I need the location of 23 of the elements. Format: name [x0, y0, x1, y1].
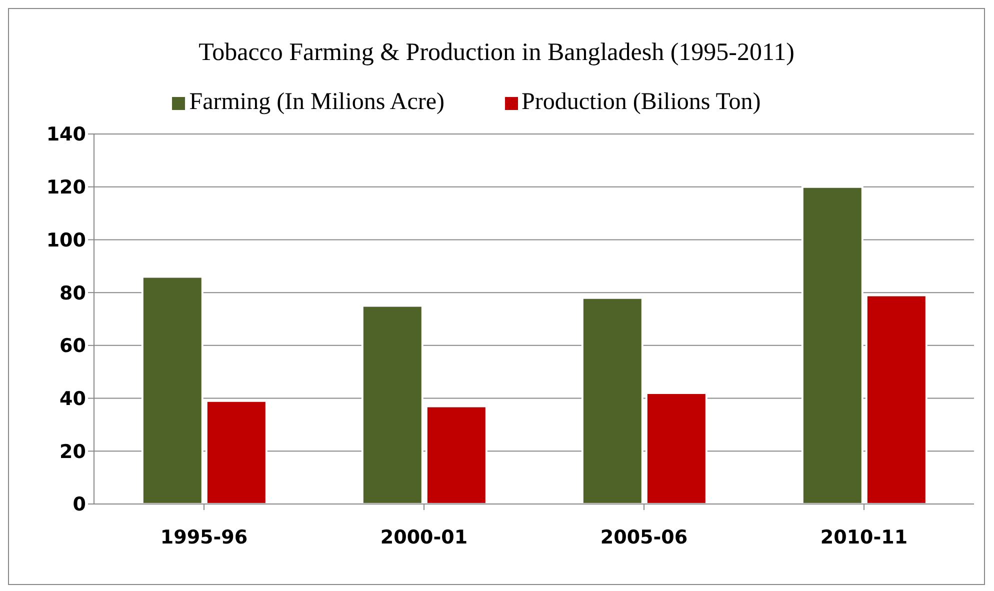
x-tick-label: 1995-96 [160, 526, 248, 548]
bar [205, 400, 268, 504]
y-tick-label: 20 [60, 440, 86, 463]
chart-title: Tobacco Farming & Production in Bangladesh (1995-2011) [198, 38, 796, 68]
x-tick-label: 2010-11 [820, 526, 908, 548]
x-tick-label: 2005-06 [600, 526, 688, 548]
y-tick-label: 40 [60, 388, 86, 410]
bar [361, 304, 424, 504]
x-tick-label: 2000-01 [380, 526, 468, 548]
y-tick-label: 80 [60, 282, 86, 304]
bar [141, 276, 204, 504]
y-tick-label: 120 [46, 176, 86, 199]
bar [645, 392, 708, 504]
y-tick-label: 0 [72, 494, 86, 516]
bar [801, 186, 864, 504]
y-tick-label: 60 [60, 335, 86, 358]
y-tick-label: 140 [46, 124, 86, 146]
bar [865, 294, 928, 504]
bar [581, 296, 644, 504]
legend-label: Production (Bilions Ton) [522, 89, 761, 115]
y-tick-label: 100 [46, 229, 86, 252]
bar [425, 405, 488, 504]
legend-label: Farming (In Milions Acre) [189, 89, 445, 115]
